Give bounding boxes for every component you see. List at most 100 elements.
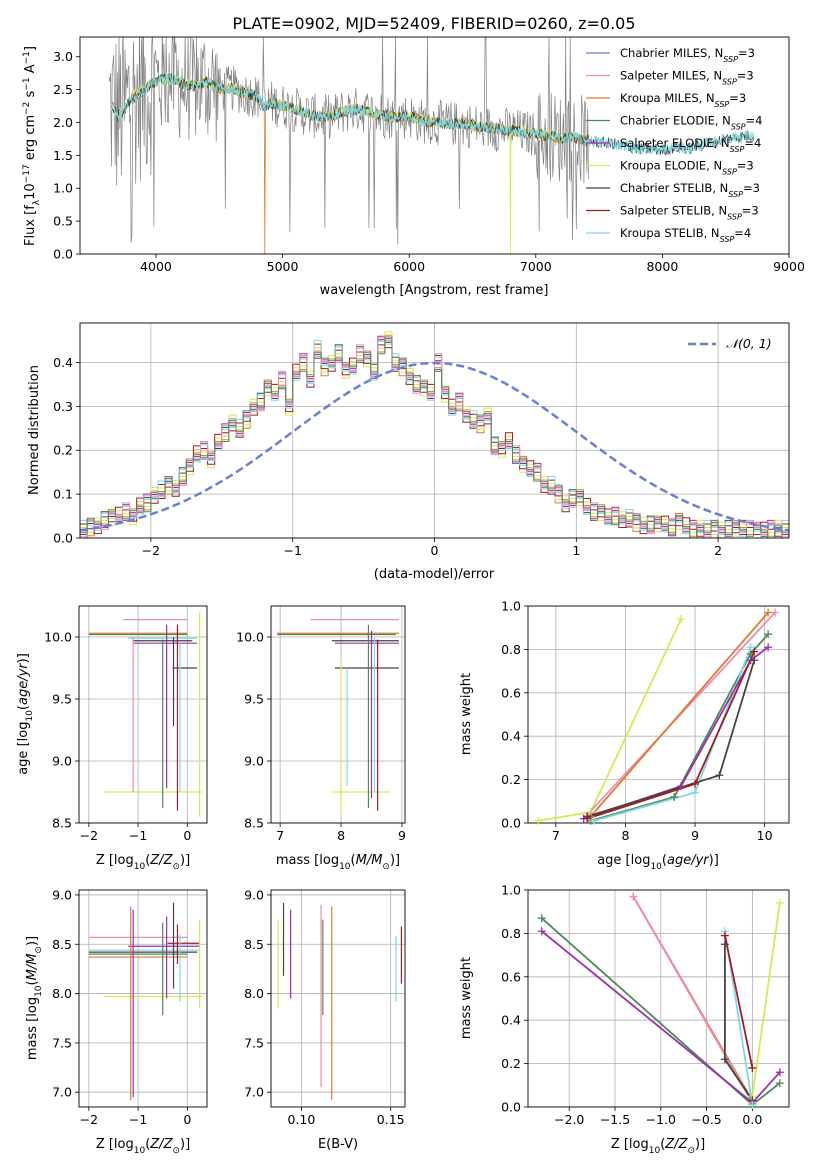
- y-tick-label: 2.5: [53, 82, 73, 97]
- x-tick-label: −1.0: [646, 1112, 676, 1127]
- plot-area: [528, 890, 789, 1107]
- plot-area: [271, 606, 405, 823]
- y-tick-label: 0.4: [501, 729, 521, 744]
- y-tick-label: 0.8: [501, 926, 521, 941]
- x-tick-label: 0.0: [742, 1112, 762, 1127]
- weight-line-kroupa_elodie: [751, 902, 781, 1097]
- x-tick-label: 0: [431, 543, 439, 558]
- weight-point-chabrier_elodie: [764, 630, 773, 639]
- y-tick-label: 1.0: [501, 883, 521, 898]
- y-tick-label: 0.4: [53, 355, 73, 370]
- legend-label: Kroupa STELIB, NSSP=4: [620, 226, 751, 244]
- y-tick-label: 0.8: [501, 642, 521, 657]
- y-tick-label: 10.0: [236, 630, 264, 645]
- x-tick-label: 8: [337, 828, 345, 843]
- y-tick-label: 7.5: [52, 1035, 72, 1050]
- y-tick-label: 0.0: [53, 531, 73, 546]
- weight-point-kroupa_stelib: [748, 1100, 757, 1109]
- legend-label: Chabrier STELIB, NSSP=3: [620, 181, 760, 199]
- y-tick-label: 3.0: [53, 49, 73, 64]
- axes-frame: [78, 889, 208, 1108]
- x-tick-label: 0.10: [287, 1112, 315, 1127]
- y-tick-label: 9.0: [52, 887, 72, 902]
- y-axis-label: Normed distribution: [27, 365, 42, 495]
- x-axis-label: Z [log10(Z/Z⊙)]: [611, 1137, 705, 1156]
- legend-label: Chabrier ELODIE, NSSP=4: [620, 114, 762, 132]
- y-tick-label: 1.0: [53, 181, 73, 196]
- plot-area: [271, 890, 405, 1107]
- y-tick-label: 0.0: [53, 247, 73, 262]
- y-tick-label: 0.2: [501, 772, 521, 787]
- y-tick-label: 0.2: [53, 443, 73, 458]
- x-tick-label: −2: [142, 543, 160, 558]
- x-tick-label: 0.15: [377, 1112, 405, 1127]
- x-tick-label: 9: [691, 828, 699, 843]
- weight-point-salpeter_elodie: [775, 1068, 784, 1077]
- y-tick-label: 7.0: [52, 1085, 72, 1100]
- y-tick-label: 0.5: [53, 214, 73, 229]
- weight-point-chabrier_stelib: [720, 1055, 729, 1064]
- weight-point-salpeter_stelib: [750, 647, 759, 656]
- y-tick-label: 10.0: [44, 630, 72, 645]
- y-tick-label: 0.0: [501, 816, 521, 831]
- legend-label: 𝒩(0, 1): [726, 336, 772, 351]
- y-tick-label: 8.5: [52, 816, 72, 831]
- x-tick-label: 2: [714, 543, 722, 558]
- x-tick-label: −0.5: [691, 1112, 721, 1127]
- x-axis-label: (data-model)/error: [374, 567, 495, 582]
- weight-point-kroupa_stelib: [590, 816, 599, 825]
- y-tick-label: 9.5: [52, 692, 72, 707]
- x-tick-label: −1: [129, 828, 147, 843]
- y-axis-label: age [log10(age/yr)]: [16, 653, 35, 775]
- weight-point-kroupa_elodie: [677, 615, 686, 624]
- y-tick-label: 0.0: [501, 1100, 521, 1115]
- weight-point-kroupa_miles: [764, 608, 773, 617]
- x-tick-label: 0: [183, 1112, 191, 1127]
- legend-label: Kroupa ELODIE, NSSP=3: [620, 159, 754, 177]
- x-tick-label: 1: [572, 543, 580, 558]
- plot-area: [79, 606, 207, 823]
- legend: Chabrier MILES, NSSP=3 Salpeter MILES, NS…: [586, 46, 762, 244]
- legend-label: Salpeter STELIB, NSSP=3: [620, 204, 759, 222]
- panel-age-vs-z: −2 −1 0 8.5 9.0 9.5 10.0 Z [log10(Z/Z⊙)] age [lo…: [16, 605, 208, 872]
- weight-point-kroupa_stelib: [746, 643, 755, 652]
- weight-point-chabrier_stelib: [715, 771, 724, 780]
- x-axis-label: Z [log10(Z/Z⊙)]: [96, 853, 190, 872]
- weight-point-salpeter_elodie: [677, 782, 686, 791]
- y-tick-label: 8.5: [244, 937, 264, 952]
- x-tick-label: 9: [398, 828, 406, 843]
- x-tick-label: 7: [552, 828, 560, 843]
- y-tick-label: 8.5: [52, 937, 72, 952]
- weight-line-kroupa_stelib: [593, 646, 752, 822]
- y-tick-label: 7.0: [244, 1085, 264, 1100]
- x-tick-label: 7: [276, 828, 284, 843]
- x-axis-label: mass [log10(M/M⊙)]: [276, 853, 400, 872]
- weight-point-salpeter_elodie: [764, 643, 773, 652]
- model-spectrum-kroupa_stelib: [111, 71, 754, 157]
- legend-label: Chabrier MILES, NSSP=3: [620, 46, 755, 64]
- y-tick-label: 0.4: [501, 1013, 521, 1028]
- x-axis-label: Z [log10(Z/Z⊙)]: [96, 1137, 190, 1156]
- panel-weight-vs-age: 7 8 9 10 0.0 0.2 0.4 0.6 0.8 1.0 age [log10(age/yr…: [459, 599, 790, 872]
- x-tick-label: 8000: [646, 259, 678, 274]
- x-tick-label: 8: [621, 828, 629, 843]
- y-tick-label: 9.0: [244, 887, 264, 902]
- x-tick-label: 10: [757, 828, 773, 843]
- y-axis-label: mass weight: [459, 673, 474, 755]
- weight-point-kroupa_elodie: [534, 816, 543, 825]
- x-tick-label: −2: [80, 1112, 98, 1127]
- axes-frame: [527, 605, 790, 824]
- y-tick-label: 1.0: [501, 599, 521, 614]
- x-tick-label: −2: [80, 828, 98, 843]
- axes-frame: [270, 605, 406, 824]
- plot-area: [528, 606, 789, 823]
- y-tick-label: 9.0: [244, 754, 264, 769]
- x-tick-label: −1: [283, 543, 301, 558]
- legend-label: Kroupa MILES, NSSP=3: [620, 91, 746, 109]
- panel-spectrum: 4000 5000 6000 7000 8000 9000 0.0 0.5 1.0 1.5 2.0 2…: [22, 36, 805, 298]
- y-tick-label: 2.0: [53, 115, 73, 130]
- y-tick-label: 8.5: [244, 816, 264, 831]
- plot-area: [80, 323, 789, 538]
- weight-point-salpeter_stelib: [748, 1063, 757, 1072]
